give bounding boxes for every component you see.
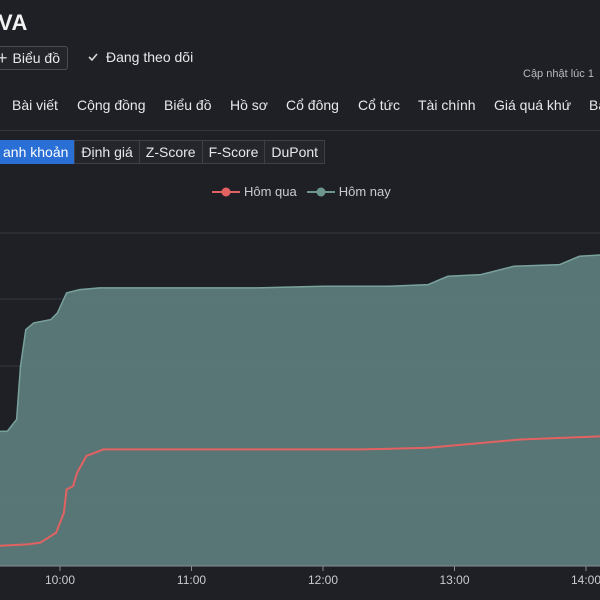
nav-item-posts[interactable]: Bài viết bbox=[12, 97, 58, 113]
nav-item-community[interactable]: Cộng đồng bbox=[77, 97, 146, 113]
nav-item-shareholders[interactable]: Cổ đông bbox=[286, 97, 339, 113]
subtab-z-score[interactable]: Z-Score bbox=[138, 140, 203, 164]
legend-today-marker bbox=[306, 187, 335, 196]
x-tick-label: 12:00 bbox=[308, 573, 338, 587]
check-icon bbox=[88, 53, 98, 62]
x-tick-label: 10:00 bbox=[45, 573, 75, 587]
nav-item-chart[interactable]: Biểu đồ bbox=[164, 97, 212, 113]
subtab-dupont[interactable]: DuPont bbox=[264, 140, 326, 164]
page-title: VA bbox=[0, 10, 28, 35]
chart-button-label: Biểu đồ bbox=[12, 50, 60, 66]
plus-icon: + bbox=[0, 47, 8, 68]
yesterday-line bbox=[0, 435, 600, 547]
nav-item-price-history[interactable]: Giá quá khứ bbox=[494, 97, 572, 113]
nav-item-profile[interactable]: Hồ sơ bbox=[230, 97, 268, 113]
nav-item-finance[interactable]: Tài chính bbox=[418, 97, 476, 113]
nav-divider bbox=[0, 130, 600, 131]
analysis-subtabs: anh khoản Định giá Z-Score F-Score DuPon… bbox=[0, 140, 326, 164]
today-area bbox=[0, 254, 600, 566]
follow-button[interactable]: Đang theo dõi bbox=[88, 49, 193, 65]
x-tick-label: 14:00 bbox=[571, 573, 600, 587]
chart-legend: Hôm qua Hôm nay bbox=[212, 184, 401, 199]
x-tick-label: 13:00 bbox=[439, 573, 469, 587]
follow-label: Đang theo dõi bbox=[106, 49, 194, 65]
subtab-f-score[interactable]: F-Score bbox=[201, 140, 266, 164]
nav-item-dividends[interactable]: Cổ tức bbox=[358, 97, 401, 113]
chart-button[interactable]: + Biểu đồ bbox=[0, 46, 68, 70]
legend-yesterday-label: Hôm qua bbox=[244, 184, 297, 199]
main-nav: Bài viết Cộng đồng Biểu đồ Hồ sơ Cổ đông… bbox=[0, 88, 600, 122]
x-axis-ticks: 10:00 11:00 12:00 13:00 14:00 bbox=[45, 566, 600, 587]
legend-item-today[interactable]: Hôm nay bbox=[306, 184, 391, 199]
legend-yesterday-marker bbox=[212, 187, 240, 196]
today-line bbox=[0, 254, 600, 433]
updated-timestamp: Cập nhật lúc 1 bbox=[523, 68, 594, 80]
legend-today-label: Hôm nay bbox=[338, 184, 391, 199]
nav-item-more[interactable]: Ba bbox=[589, 97, 600, 113]
subtab-liquidity[interactable]: anh khoản bbox=[0, 140, 76, 164]
subtab-valuation[interactable]: Định giá bbox=[74, 140, 140, 164]
x-tick-label: 11:00 bbox=[177, 573, 206, 587]
legend-item-yesterday[interactable]: Hôm qua bbox=[212, 184, 297, 199]
